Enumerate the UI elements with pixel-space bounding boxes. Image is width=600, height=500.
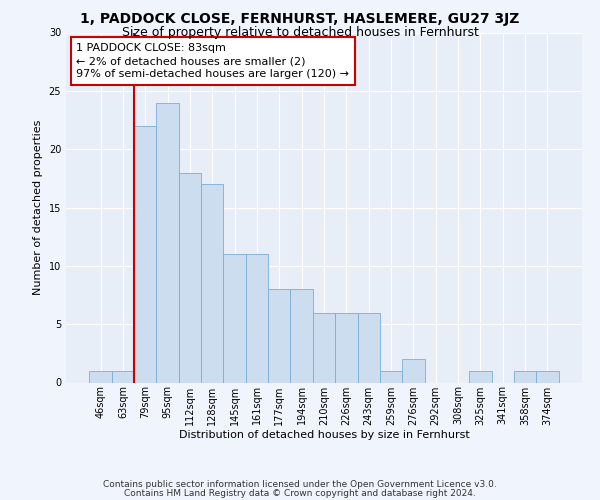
Y-axis label: Number of detached properties: Number of detached properties [33, 120, 43, 295]
Bar [112, 371, 134, 382]
Bar [201, 184, 223, 382]
Bar [89, 371, 112, 382]
Bar [134, 126, 157, 382]
Bar [313, 312, 335, 382]
Bar [290, 289, 313, 382]
Bar [179, 172, 201, 382]
Bar [536, 371, 559, 382]
Bar [335, 312, 358, 382]
Bar [469, 371, 491, 382]
Text: Contains HM Land Registry data © Crown copyright and database right 2024.: Contains HM Land Registry data © Crown c… [124, 488, 476, 498]
Bar [514, 371, 536, 382]
Bar [380, 371, 402, 382]
Text: Size of property relative to detached houses in Fernhurst: Size of property relative to detached ho… [122, 26, 478, 39]
X-axis label: Distribution of detached houses by size in Fernhurst: Distribution of detached houses by size … [179, 430, 469, 440]
Text: 1, PADDOCK CLOSE, FERNHURST, HASLEMERE, GU27 3JZ: 1, PADDOCK CLOSE, FERNHURST, HASLEMERE, … [80, 12, 520, 26]
Bar [402, 359, 425, 382]
Bar [157, 102, 179, 382]
Bar [246, 254, 268, 382]
Text: Contains public sector information licensed under the Open Government Licence v3: Contains public sector information licen… [103, 480, 497, 489]
Bar [223, 254, 246, 382]
Bar [358, 312, 380, 382]
Bar [268, 289, 290, 382]
Text: 1 PADDOCK CLOSE: 83sqm
← 2% of detached houses are smaller (2)
97% of semi-detac: 1 PADDOCK CLOSE: 83sqm ← 2% of detached … [76, 43, 349, 80]
